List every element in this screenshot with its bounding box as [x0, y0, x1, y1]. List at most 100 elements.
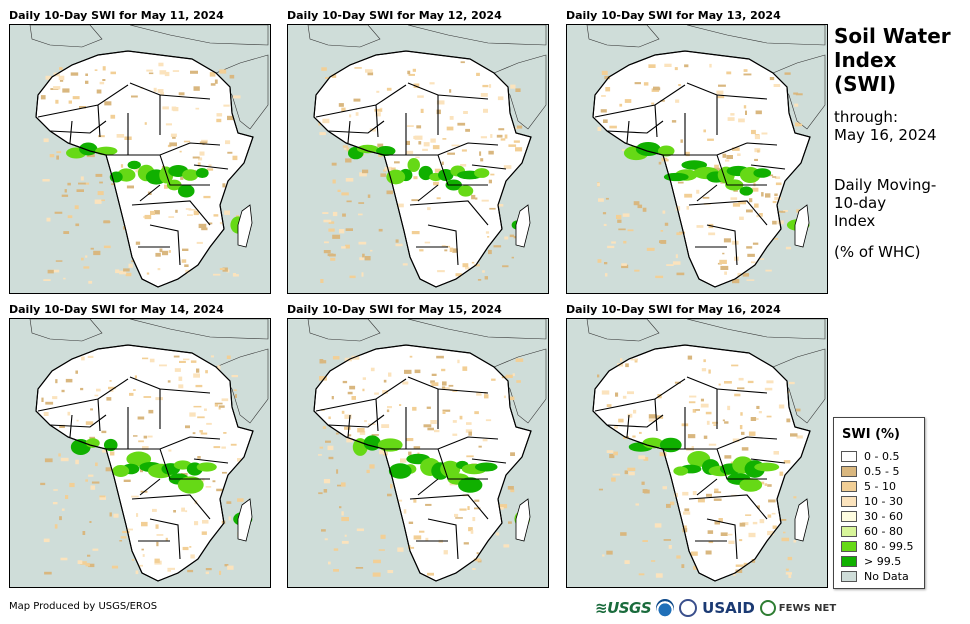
swi-speckle — [755, 110, 762, 115]
swi-speckle — [358, 241, 367, 245]
swi-speckle — [430, 380, 435, 384]
wet-area — [681, 160, 708, 170]
swi-speckle — [785, 246, 792, 250]
swi-speckle — [452, 248, 458, 253]
swi-speckle — [182, 546, 189, 551]
swi-speckle — [159, 70, 167, 75]
swi-speckle — [43, 279, 51, 281]
swi-speckle — [131, 95, 138, 98]
swi-speckle — [190, 360, 197, 363]
swi-speckle — [167, 570, 171, 572]
swi-speckle — [193, 405, 202, 408]
swi-speckle — [123, 268, 130, 272]
swi-speckle — [510, 489, 515, 493]
swi-speckle — [718, 84, 726, 87]
swi-speckle — [381, 424, 390, 428]
swi-speckle — [178, 376, 183, 381]
swi-speckle — [232, 155, 238, 161]
swi-speckle — [752, 242, 759, 245]
wet-area — [195, 167, 209, 179]
swi-speckle — [91, 481, 100, 484]
swi-speckle — [155, 524, 159, 529]
swi-speckle — [142, 446, 149, 450]
swi-speckle — [788, 573, 792, 578]
swi-speckle — [730, 113, 735, 116]
swi-speckle — [189, 412, 196, 417]
swi-speckle — [133, 389, 136, 391]
swi-speckle — [328, 416, 331, 420]
swi-speckle — [62, 88, 70, 93]
swi-speckle — [174, 368, 181, 372]
swi-speckle — [500, 138, 506, 141]
swi-speckle — [345, 228, 353, 231]
swi-speckle — [448, 384, 454, 387]
swi-speckle — [693, 565, 697, 570]
swi-speckle — [201, 227, 208, 231]
swi-speckle — [446, 126, 454, 131]
swi-speckle — [444, 387, 450, 390]
legend-label: > 99.5 — [864, 554, 902, 568]
swi-speckle — [737, 153, 741, 156]
swi-speckle — [634, 269, 640, 272]
swi-speckle — [605, 87, 611, 92]
swi-speckle — [63, 231, 70, 234]
swi-speckle — [218, 405, 225, 408]
swi-speckle — [320, 360, 327, 364]
swi-speckle — [205, 568, 212, 571]
swi-speckle — [49, 154, 55, 158]
swi-speckle — [56, 151, 62, 154]
swi-speckle — [355, 112, 359, 116]
swi-speckle — [491, 378, 496, 381]
swi-speckle — [94, 394, 99, 397]
swi-speckle — [141, 521, 148, 527]
swi-speckle — [605, 273, 608, 277]
swi-speckle — [678, 84, 681, 87]
swi-speckle — [99, 81, 105, 85]
swi-speckle — [60, 457, 69, 462]
swi-speckle — [766, 380, 774, 384]
swi-speckle — [322, 426, 327, 429]
swi-speckle — [171, 106, 177, 111]
swi-speckle — [692, 491, 697, 496]
swi-speckle — [706, 493, 712, 497]
swi-speckle — [671, 120, 677, 123]
swi-speckle — [88, 563, 95, 568]
swi-speckle — [503, 544, 510, 548]
swi-speckle — [95, 173, 103, 177]
swi-speckle — [654, 523, 662, 528]
swi-speckle — [687, 434, 696, 439]
swi-speckle — [603, 119, 608, 123]
wet-area — [474, 462, 498, 472]
swi-speckle — [214, 402, 223, 405]
swi-speckle — [152, 508, 157, 512]
swi-speckle — [473, 558, 481, 562]
swi-speckle — [123, 479, 131, 482]
swi-speckle — [199, 151, 205, 156]
swi-speckle — [423, 424, 432, 428]
swi-speckle — [470, 530, 474, 534]
swi-speckle — [144, 214, 152, 220]
swi-speckle — [482, 270, 485, 273]
swi-speckle — [398, 499, 403, 502]
swi-speckle — [193, 373, 200, 378]
swi-speckle — [376, 90, 380, 93]
swi-speckle — [109, 512, 112, 517]
swi-speckle — [205, 571, 209, 575]
swi-speckle — [226, 501, 232, 504]
swi-speckle — [405, 438, 414, 442]
swi-speckle — [779, 519, 787, 521]
swi-speckle — [496, 134, 503, 138]
swi-speckle — [430, 420, 437, 424]
panel-title: Daily 10-Day SWI for May 12, 2024 — [287, 9, 502, 22]
swi-speckle — [688, 401, 696, 404]
swi-speckle — [415, 156, 420, 159]
swi-speckle — [605, 197, 609, 200]
swi-speckle — [138, 440, 144, 443]
swi-speckle — [144, 122, 147, 125]
swi-speckle — [676, 555, 681, 559]
swi-speckle — [632, 435, 636, 438]
swi-pixels — [597, 63, 810, 284]
swi-speckle — [691, 551, 698, 556]
swi-speckle — [204, 408, 207, 411]
swi-speckle — [474, 507, 481, 510]
